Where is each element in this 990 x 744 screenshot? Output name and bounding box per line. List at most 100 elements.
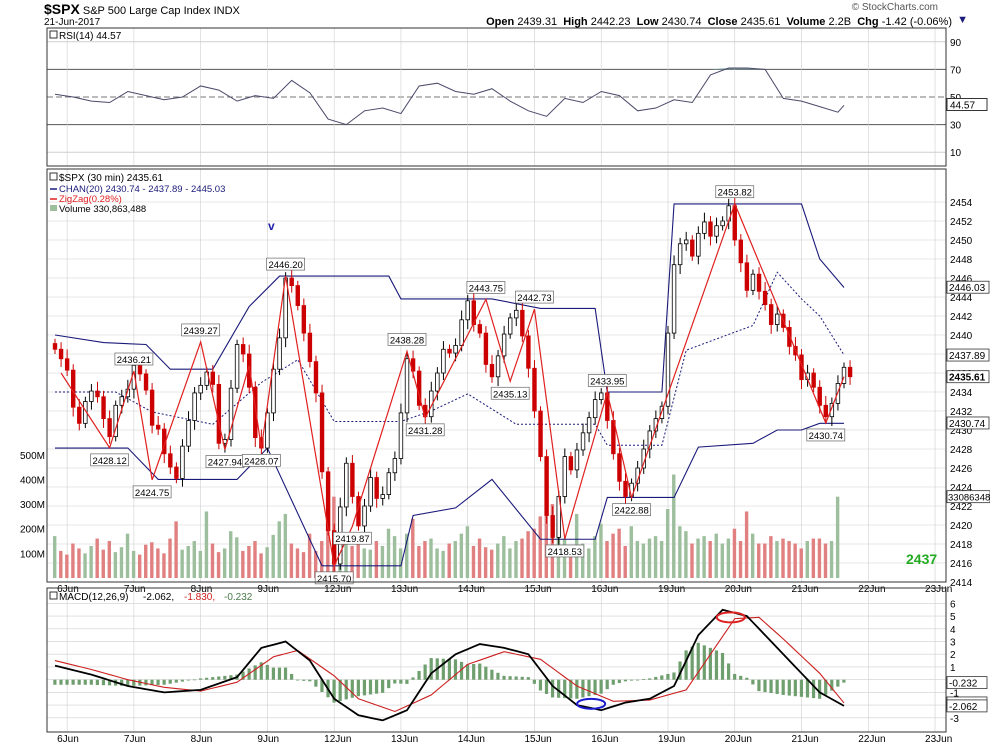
candle-body xyxy=(586,417,592,434)
macd-histogram-bar xyxy=(441,658,445,680)
candle-body xyxy=(398,412,404,459)
volume-bar xyxy=(544,494,549,578)
macd-histogram-bar xyxy=(374,679,379,694)
volume-bar xyxy=(726,538,731,578)
volume-bar xyxy=(113,552,118,578)
candle-body xyxy=(155,424,161,430)
macd-histogram-bar xyxy=(223,675,227,680)
open-value: 2439.31 xyxy=(517,16,558,28)
macd-histogram-bar xyxy=(229,675,233,680)
price-tick-label: 2418 xyxy=(950,540,973,551)
macd-histogram-bar xyxy=(550,679,555,698)
volume-bar xyxy=(150,542,154,578)
macd-histogram-bar xyxy=(720,652,725,680)
volume-bar xyxy=(763,543,767,578)
macd-histogram-bar xyxy=(745,677,749,680)
macd-histogram-bar xyxy=(83,679,87,685)
macd-histogram-bar xyxy=(259,662,263,680)
macd-date-label: 23Jun xyxy=(925,734,952,744)
volume-bar xyxy=(71,543,75,578)
annotation-box xyxy=(314,571,354,585)
candle-body xyxy=(671,264,677,334)
volume-bar xyxy=(204,511,209,578)
candle-body xyxy=(180,445,185,479)
annotation-label: 2418.53 xyxy=(548,547,582,558)
volume-bar xyxy=(526,531,530,578)
volume-bar xyxy=(192,541,196,578)
volume-bar xyxy=(811,538,816,578)
panel-frame-macd xyxy=(46,587,947,733)
volume-bar xyxy=(520,538,524,578)
macd-histogram-bar xyxy=(314,679,318,687)
macd-date-label: 14Jun xyxy=(458,734,485,744)
volume-bar xyxy=(793,543,797,578)
macd-histogram-bar xyxy=(271,667,275,680)
volume-bar xyxy=(222,548,227,578)
volume-bar xyxy=(174,521,178,578)
macd-date-label: 22Jun xyxy=(858,734,885,744)
macd-histogram-bar xyxy=(490,669,494,680)
volume-bar xyxy=(283,513,288,578)
volume-bar xyxy=(307,533,312,578)
annotation-box xyxy=(806,428,846,442)
macd-date-label: 6Jun xyxy=(57,734,79,744)
macd-histogram-bar xyxy=(296,679,300,681)
annotation-label: 2439.27 xyxy=(183,326,217,337)
annotation-label: 2433.95 xyxy=(590,376,624,387)
panel-frame-rsi xyxy=(46,27,947,167)
macd-histogram-bar xyxy=(538,679,543,691)
watermark: © StockCharts.com xyxy=(851,2,938,13)
macd-histogram-bar xyxy=(818,679,822,699)
candle-body xyxy=(228,387,234,440)
macd-histogram-bar xyxy=(532,679,536,684)
price-axis-tag-box xyxy=(946,416,990,430)
macd-histogram-bar xyxy=(308,679,312,682)
annotation-box xyxy=(242,453,281,467)
macd-date-label: 16Jun xyxy=(591,734,618,744)
candle-body xyxy=(301,305,307,334)
macd-line xyxy=(54,608,845,722)
volume-bar xyxy=(137,554,142,578)
annotation-label: 2428.12 xyxy=(92,456,126,467)
volume-bar xyxy=(605,541,609,578)
macd-histogram-bar xyxy=(53,679,57,685)
highlight-ellipse xyxy=(576,697,607,710)
volume-bar xyxy=(562,538,567,578)
volume-bar xyxy=(817,538,822,578)
macd-histogram-bar xyxy=(690,646,694,680)
volume-bar xyxy=(295,548,300,578)
candle-body xyxy=(307,332,313,363)
volume-bar xyxy=(320,541,324,578)
high-label: High xyxy=(563,16,588,28)
macd-histogram-bar xyxy=(617,679,621,684)
volume-bar xyxy=(271,534,275,578)
volume-bar xyxy=(83,553,87,578)
price-tick-label: 2428 xyxy=(950,445,973,456)
channel-upper xyxy=(54,203,845,393)
macd-histogram-bar xyxy=(338,679,342,701)
volume-bar xyxy=(253,541,257,578)
macd-histogram-bar xyxy=(77,679,81,685)
candle-body xyxy=(829,402,835,418)
volume-bar xyxy=(641,543,646,578)
macd-histogram-bar xyxy=(126,679,130,687)
chg-label: Chg xyxy=(857,16,879,28)
macd-histogram-bar xyxy=(417,670,421,680)
chevron-down-icon[interactable]: ▼ xyxy=(957,14,968,26)
price-axis-tag: 2446.03 xyxy=(949,283,986,294)
candle-body xyxy=(295,285,300,306)
zigzag-legend: ZigZag(0.28%) xyxy=(59,194,122,205)
volume-bar xyxy=(392,536,397,578)
volume-bar xyxy=(259,553,263,578)
volume-bar xyxy=(465,526,470,578)
volume-bar xyxy=(581,543,585,578)
volume-bar xyxy=(356,543,360,578)
volume-bar xyxy=(125,533,130,578)
volume-bar xyxy=(411,518,415,578)
axis-labels: 103050709044.572414241624182420242224242… xyxy=(20,38,990,744)
candle-body xyxy=(253,386,258,438)
volume-tick-label: 300M xyxy=(20,500,45,511)
volume-bar xyxy=(665,509,670,578)
macd-histogram-bar xyxy=(283,667,288,680)
close-value: 2435.61 xyxy=(740,16,781,28)
